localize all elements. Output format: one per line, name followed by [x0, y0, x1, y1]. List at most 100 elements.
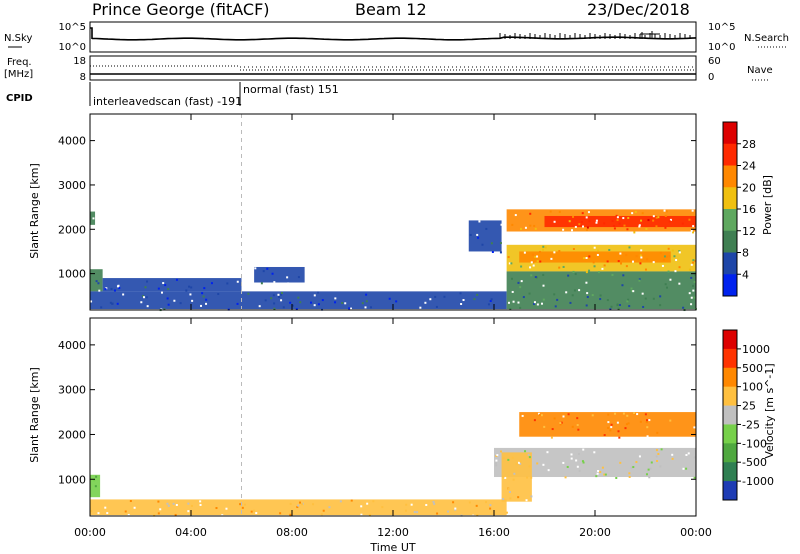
power-colorbar-cell: [723, 187, 737, 210]
power-speckle-cell: [578, 289, 581, 292]
velocity-speckle-cell: [601, 466, 604, 469]
velocity-speckle-cell: [597, 470, 600, 473]
nsky-label: N.Sky: [4, 33, 32, 44]
power-speckle-cell: [113, 289, 116, 292]
power-speckle-cell: [529, 212, 532, 215]
power-speckle-cell: [514, 214, 517, 217]
power-speckle-cell: [642, 305, 645, 308]
velocity-speckle-cell: [595, 475, 598, 478]
velocity-speckle-cell: [603, 473, 606, 476]
power-speckle-cell: [264, 299, 267, 302]
power-speckle-cell: [478, 220, 481, 223]
velocity-speckle-cell: [241, 506, 244, 509]
power-speckle-cell: [519, 227, 522, 230]
velocity-speckle-cell: [454, 507, 457, 510]
power-speckle-cell: [334, 297, 337, 300]
velocity-speckle-cell: [660, 448, 663, 451]
power-speckle-cell: [540, 302, 543, 305]
power-speckle-cell: [693, 296, 696, 299]
velocity-speckle-cell: [166, 502, 169, 505]
power-speckle-cell: [553, 293, 556, 296]
power-speckle-cell: [558, 266, 561, 269]
power-speckle-cell: [591, 294, 594, 297]
power-speckle-cell: [558, 210, 561, 213]
velocity-speckle-cell: [618, 436, 621, 439]
velocity-speckle-cell: [300, 503, 303, 506]
velocity-speckle-cell: [489, 504, 492, 507]
power-speckle-cell: [599, 298, 602, 301]
power-speckle-cell: [511, 223, 514, 226]
velocity-colorbar-tick-label: 500: [742, 362, 763, 375]
velocity-speckle-cell: [632, 466, 635, 469]
power-speckle-cell: [166, 297, 169, 300]
velocity-speckle-cell: [639, 420, 642, 423]
power-yaxis: 1000 2000 3000 4000: [58, 135, 696, 281]
power-speckle-cell: [424, 301, 427, 304]
velocity-speckle-cell: [521, 414, 524, 417]
power-speckle-cell: [299, 301, 302, 304]
power-speckle-cell: [665, 210, 668, 213]
velocity-speckle-cell: [511, 456, 514, 459]
power-speckle-cell: [606, 299, 609, 302]
velocity-speckle-cell: [659, 465, 662, 468]
power-speckle-cell: [98, 289, 101, 292]
velocity-speckle-cell: [289, 513, 292, 516]
velocity-speckle-cell: [564, 476, 567, 479]
power-speckle-cell: [588, 255, 591, 258]
velocity-speckle-cell: [372, 500, 375, 503]
velocity-speckle-cell: [646, 435, 649, 438]
power-speckle-cell: [507, 301, 510, 304]
velocity-speckle-cell: [199, 500, 202, 503]
power-speckle-cell: [530, 261, 533, 264]
velocity-speckle-cell: [578, 469, 581, 472]
power-speckle-cell: [638, 224, 641, 227]
power-speckle-cell: [110, 287, 113, 290]
power-speckle-cell: [289, 301, 292, 304]
velocity-speckle-cell: [562, 415, 565, 418]
power-speckle-cell: [667, 247, 670, 250]
velocity-speckle-cell: [496, 454, 499, 457]
power-speckle-cell: [626, 228, 629, 231]
power-ytick-label: 3000: [58, 179, 86, 192]
power-speckle-cell: [553, 251, 556, 254]
power-speckle-cell: [659, 295, 662, 298]
power-speckle-cell: [529, 266, 532, 269]
power-speckle-cell: [662, 258, 665, 261]
power-speckle-cell: [536, 303, 539, 306]
power-speckle-cell: [549, 210, 552, 213]
power-speckle-cell: [667, 270, 670, 273]
nsearch-tick-bottom: 10^0: [708, 42, 735, 53]
power-speckle-cell: [273, 281, 276, 284]
power-speckle-cell: [585, 216, 588, 219]
power-speckle-cell: [167, 303, 170, 306]
power-speckle-cell: [542, 284, 545, 287]
power-colorbar-cell: [723, 143, 737, 166]
velocity-speckle-cell: [604, 473, 607, 476]
velocity-speckle-cell: [528, 456, 531, 459]
velocity-speckle-cell: [475, 504, 478, 507]
power-speckle-cell: [247, 292, 250, 295]
power-speckle-cell: [652, 219, 655, 222]
velocity-speckle-cell: [571, 425, 574, 428]
velocity-speckle-cell: [360, 505, 363, 508]
power-speckle-cell: [522, 296, 525, 299]
power-speckle-cell: [144, 286, 147, 289]
power-speckle-cell: [520, 265, 523, 268]
power-speckle-cell: [571, 294, 574, 297]
power-speckle-cell: [278, 296, 281, 299]
power-speckle-cell: [554, 305, 557, 308]
power-speckle-cell: [644, 268, 647, 271]
velocity-speckle-cell: [655, 455, 658, 458]
power-speckle-cell: [632, 290, 635, 293]
nsearch-label: N.Search: [744, 33, 789, 44]
power-speckle-cell: [694, 273, 697, 276]
velocity-speckle-cell: [646, 426, 649, 429]
velocity-speckle-cell: [625, 423, 628, 426]
nsky-trace: [90, 27, 697, 41]
velocity-speckle-cell: [157, 512, 160, 515]
velocity-speckle-cell: [551, 428, 554, 431]
power-speckle-cell: [663, 255, 666, 258]
velocity-speckle-cell: [507, 458, 510, 461]
power-speckle-cell: [435, 305, 438, 308]
velocity-speckle-cell: [476, 514, 479, 517]
